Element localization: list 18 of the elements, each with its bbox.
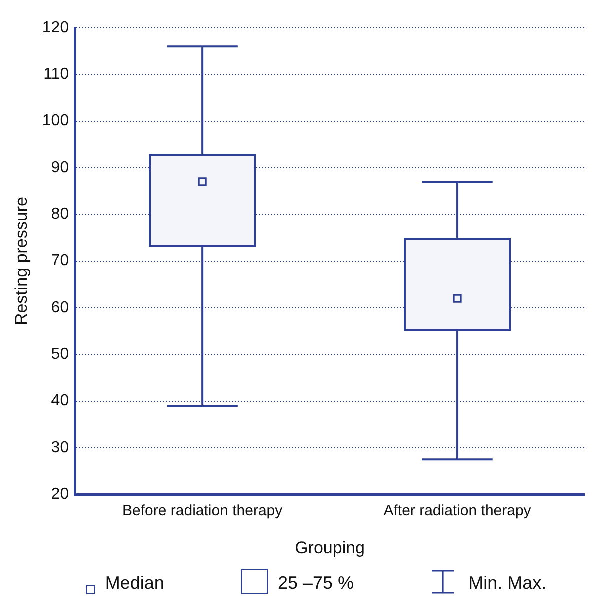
y-tick-label: 90 <box>51 159 70 176</box>
text: Median <box>105 573 164 594</box>
x-axis-title: Grouping <box>295 538 366 558</box>
y-tick-label: 80 <box>51 206 70 224</box>
x-tick-label: After radiation therapy <box>384 502 532 520</box>
y-tick-label: 120 <box>42 19 70 36</box>
y-tick-label: 60 <box>51 299 70 316</box>
y-tick-label: 40 <box>51 392 70 410</box>
text: 25 –75 % <box>278 573 354 594</box>
x-tick-label: Before radiation therapy <box>122 502 284 520</box>
y-axis-title: Resting pressure <box>12 197 31 326</box>
text: Min. Max. <box>468 573 547 594</box>
y-tick-label: 30 <box>51 439 70 456</box>
y-tick-label: 20 <box>51 486 70 504</box>
y-tick-label: 50 <box>51 346 70 364</box>
y-tick-label: 70 <box>51 252 70 270</box>
y-tick-label: 110 <box>44 66 70 84</box>
y-tick-label: 100 <box>42 112 70 130</box>
